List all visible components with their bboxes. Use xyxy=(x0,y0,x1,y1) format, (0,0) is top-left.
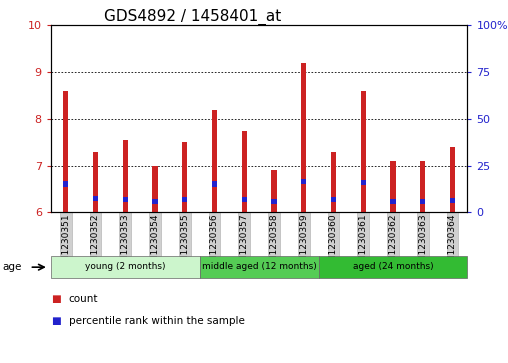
Text: count: count xyxy=(69,294,98,305)
Bar xyxy=(390,161,396,212)
Text: middle aged (12 months): middle aged (12 months) xyxy=(202,262,316,271)
Bar xyxy=(182,197,187,202)
Bar xyxy=(450,147,455,212)
Bar xyxy=(331,152,336,212)
Bar xyxy=(63,181,69,187)
Bar xyxy=(331,197,336,202)
Bar xyxy=(361,180,366,185)
Bar xyxy=(420,161,425,212)
Text: ■: ■ xyxy=(51,316,60,326)
Text: young (2 months): young (2 months) xyxy=(85,262,166,271)
Bar xyxy=(420,199,425,204)
Bar xyxy=(301,179,306,184)
Bar xyxy=(450,198,455,203)
Bar xyxy=(152,166,157,212)
Text: age: age xyxy=(3,262,22,272)
Bar xyxy=(122,140,128,212)
Bar xyxy=(361,91,366,212)
Bar xyxy=(271,199,277,204)
Text: aged (24 months): aged (24 months) xyxy=(353,262,433,271)
Text: percentile rank within the sample: percentile rank within the sample xyxy=(69,316,244,326)
Bar xyxy=(182,142,187,212)
Bar xyxy=(212,110,217,212)
Text: ■: ■ xyxy=(51,294,60,305)
Bar xyxy=(241,197,247,202)
Bar xyxy=(301,63,306,212)
Bar xyxy=(152,199,157,204)
Bar xyxy=(122,197,128,202)
Bar xyxy=(390,199,396,204)
Bar xyxy=(241,131,247,212)
Text: GDS4892 / 1458401_at: GDS4892 / 1458401_at xyxy=(105,9,281,25)
Bar xyxy=(93,152,98,212)
Bar xyxy=(271,170,277,212)
Bar xyxy=(93,196,98,201)
Bar xyxy=(212,181,217,187)
Bar xyxy=(63,91,69,212)
